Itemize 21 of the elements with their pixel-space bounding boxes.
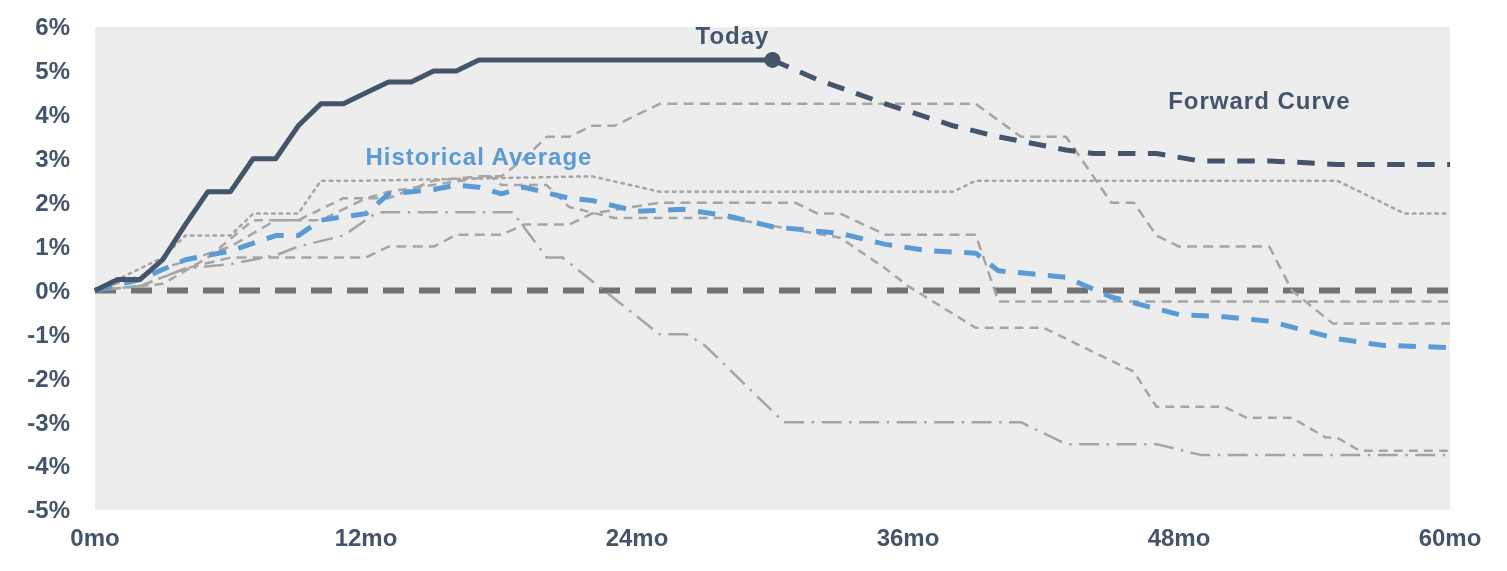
y-tick-label: 4% <box>35 101 70 129</box>
x-tick-label: 60mo <box>1418 524 1482 551</box>
y-tick-label: 2% <box>35 189 70 217</box>
x-tick-label: 0mo <box>70 524 120 551</box>
x-tick-label: 48mo <box>1147 524 1211 551</box>
y-tick-label: 3% <box>35 145 70 173</box>
y-tick-label: -1% <box>27 320 70 348</box>
y-tick-label: -4% <box>27 452 70 480</box>
x-tick-label: 36mo <box>876 524 940 551</box>
series-label: Forward Curve <box>1168 86 1351 114</box>
x-tick-label: 24mo <box>605 524 669 551</box>
y-tick-label: 1% <box>35 232 70 260</box>
y-tick-label: 0% <box>35 276 70 304</box>
y-tick-label: 6% <box>35 13 70 41</box>
y-tick-label: -2% <box>27 364 70 392</box>
y-tick-label: -5% <box>27 496 70 524</box>
series-label: Today <box>695 21 770 49</box>
series-label: Historical Average <box>365 143 593 171</box>
y-tick-label: 5% <box>35 57 70 85</box>
y-tick-label: -3% <box>27 408 70 436</box>
x-tick-label: 12mo <box>334 524 398 551</box>
